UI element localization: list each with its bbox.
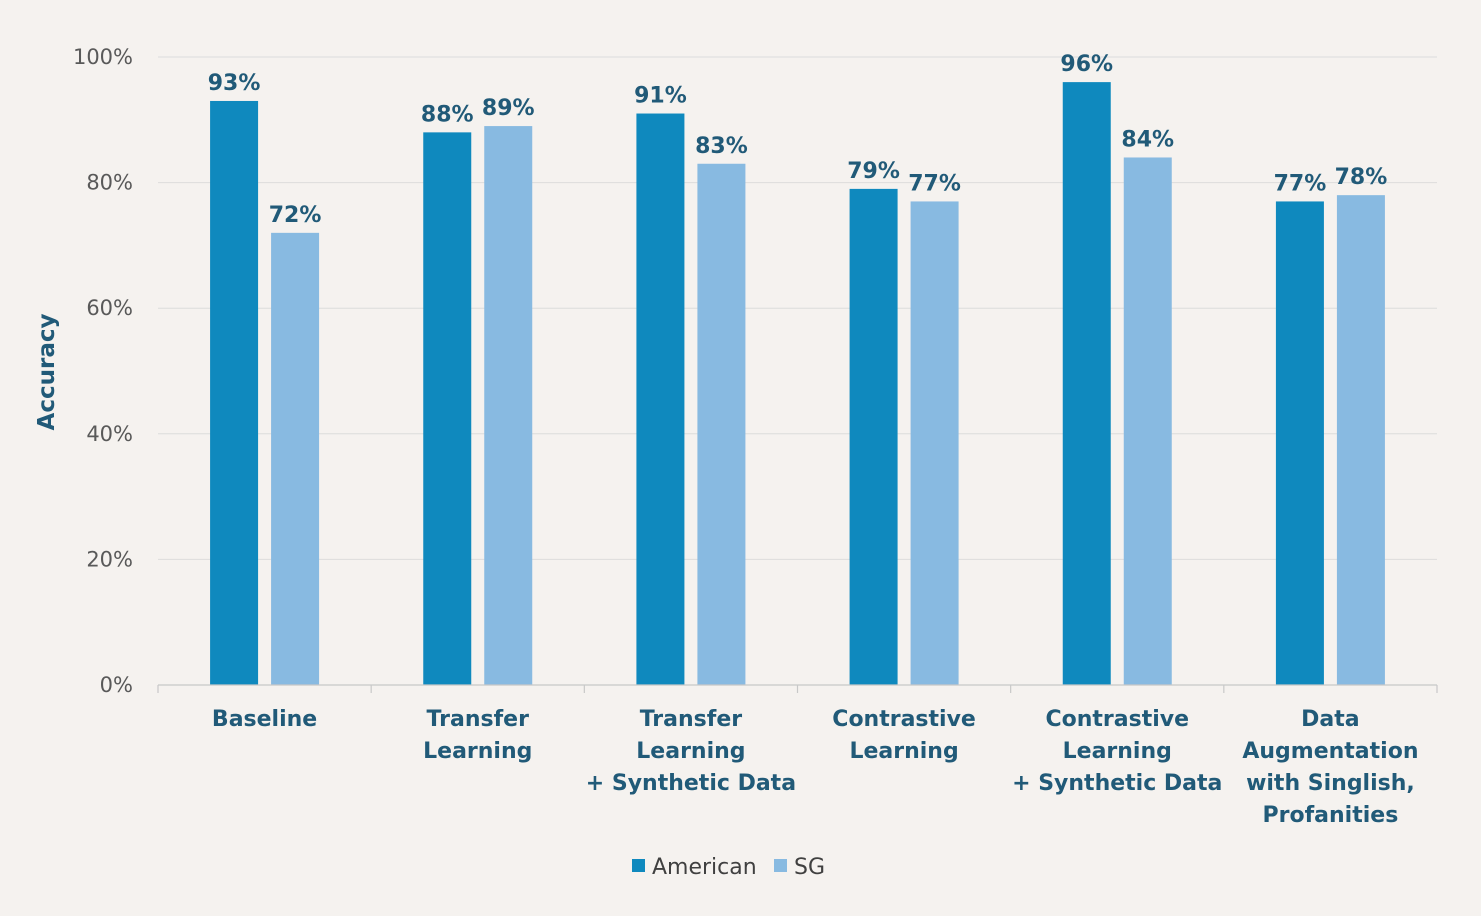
data-label-american: 77% xyxy=(1274,171,1327,196)
data-label-american: 93% xyxy=(208,71,261,96)
bar-sg xyxy=(484,126,533,685)
bar-sg xyxy=(1123,157,1172,686)
bar-american xyxy=(636,113,685,685)
legend: American SG xyxy=(632,855,825,880)
bar-sg xyxy=(271,232,320,685)
y-tick-label: 40% xyxy=(86,422,133,446)
legend-swatch-american xyxy=(632,859,645,872)
category-label: Contrastive Learning + Synthetic Data xyxy=(1012,707,1222,796)
bar-american xyxy=(423,132,472,686)
category-label: Data Augmentation with Singlish, Profanitie… xyxy=(1242,707,1418,828)
category-labels: Baseline Transfer Learning Transfer Learning… xyxy=(212,707,1419,828)
category-label: Transfer Learning + Synthetic Data xyxy=(586,707,796,796)
bar-sg xyxy=(1336,195,1385,685)
y-tick-label: 20% xyxy=(86,547,133,571)
x-axis xyxy=(157,684,1438,693)
category-label: Baseline xyxy=(212,707,317,732)
data-labels: 93% 72% 88% 89% 91% 83% 79% 77% 96% 84% 77% 78% xyxy=(208,52,1388,228)
bar-american xyxy=(849,188,898,685)
data-label-american: 96% xyxy=(1060,52,1113,77)
bar-sg xyxy=(697,163,746,685)
bar-american xyxy=(210,100,259,685)
y-tick-label: 0% xyxy=(100,673,133,697)
data-label-sg: 77% xyxy=(908,171,961,196)
data-label-american: 88% xyxy=(421,102,474,127)
gridlines xyxy=(158,56,1437,560)
legend-label-american: American xyxy=(652,855,757,880)
bar-american xyxy=(1062,82,1111,686)
data-label-sg: 83% xyxy=(695,134,748,159)
bar-sg xyxy=(910,201,959,685)
y-tick-label: 100% xyxy=(73,45,133,69)
data-label-american: 91% xyxy=(634,84,687,109)
y-axis-title: Accuracy xyxy=(34,314,60,431)
data-label-american: 79% xyxy=(847,159,900,184)
data-label-sg: 84% xyxy=(1121,127,1174,152)
data-label-sg: 72% xyxy=(269,203,322,228)
legend-label-sg: SG xyxy=(794,855,825,880)
legend-swatch-sg xyxy=(774,859,787,872)
y-tick-label: 60% xyxy=(86,296,133,320)
data-label-sg: 78% xyxy=(1335,165,1388,190)
category-label: Transfer Learning xyxy=(423,707,532,764)
y-axis-ticks: 0% 20% 40% 60% 80% 100% xyxy=(73,45,133,697)
bar-american xyxy=(1275,201,1324,685)
data-label-sg: 89% xyxy=(482,96,535,121)
bars xyxy=(210,82,1385,686)
y-tick-label: 80% xyxy=(86,171,133,195)
category-label: Contrastive Learning xyxy=(832,707,976,764)
